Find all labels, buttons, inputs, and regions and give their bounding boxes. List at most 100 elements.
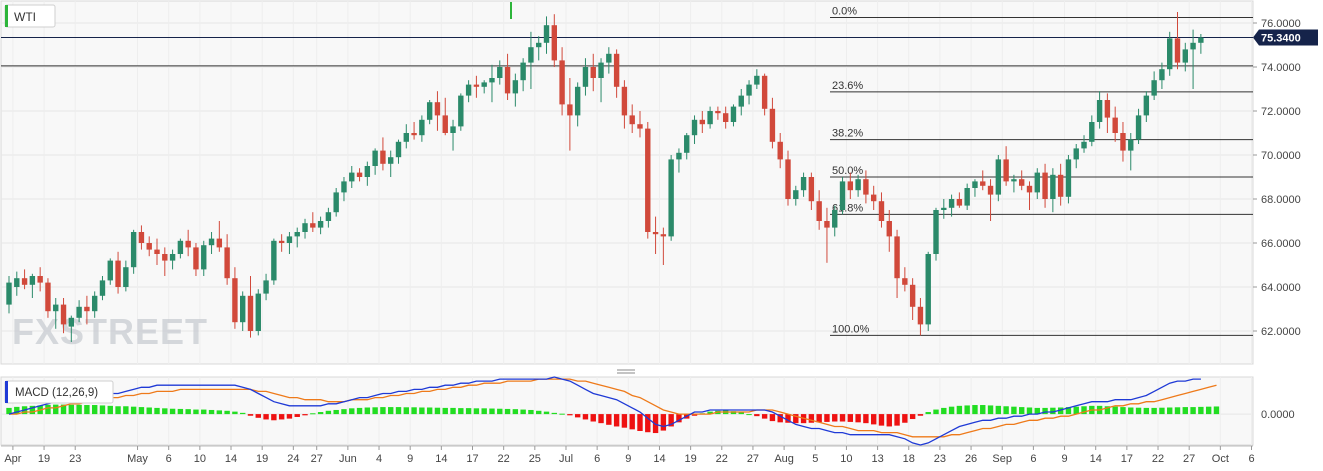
candle — [434, 91, 441, 131]
candle — [839, 177, 846, 215]
candle-body — [878, 201, 885, 221]
macd-histogram-bar — [676, 414, 682, 423]
macd-histogram-bar — [551, 412, 557, 415]
candle — [715, 106, 721, 120]
candle — [349, 166, 355, 188]
candle-body — [863, 179, 869, 195]
date-tick-label: Oct — [1212, 453, 1229, 465]
macd-histogram-bar — [123, 406, 129, 415]
date-tick-label: Aug — [774, 453, 794, 465]
price-tick-label: 76.0000 — [1261, 18, 1301, 30]
candle-body — [590, 67, 596, 78]
candle-body — [99, 280, 106, 296]
date-tick-label: 23 — [69, 453, 81, 465]
date-tick-label: 22 — [716, 453, 728, 465]
candle — [6, 276, 12, 314]
candle — [676, 148, 682, 173]
candle-body — [473, 84, 480, 87]
candle-body — [1128, 139, 1134, 151]
macd-histogram-bar — [1003, 406, 1009, 415]
candle-body — [130, 232, 137, 268]
candle-body — [567, 104, 573, 116]
macd-histogram-bar — [761, 414, 768, 419]
macd-histogram-bar — [629, 414, 635, 430]
candle-body — [341, 181, 347, 193]
macd-histogram-bar — [785, 414, 791, 423]
price-axis[interactable]: 62.0000 64.0000 66.0000 68.0000 70.0000 72.00… — [1253, 18, 1301, 338]
candle-body — [559, 60, 565, 105]
macd-histogram-bar — [450, 407, 456, 415]
candle-body — [964, 188, 970, 206]
candle — [699, 111, 706, 133]
candle — [1120, 122, 1126, 162]
date-axis[interactable]: Apr 19 23 May 6 10 14 19 24 27 Jun 4 9 14 17 22 25 Jul 6 9 1… — [1, 445, 1255, 465]
price-tick-label: 64.0000 — [1261, 282, 1301, 294]
candle — [1151, 71, 1157, 100]
macd-histogram-bar — [520, 409, 526, 415]
date-tick-label: 27 — [747, 453, 759, 465]
candle-body — [21, 278, 28, 285]
macd-histogram-bar — [894, 414, 900, 426]
candle — [536, 36, 542, 61]
price-panel[interactable]: FXSTREET 0.0%23.6%38.2%50.0%61.8%100.0% … — [0, 0, 1318, 365]
date-tick-label: Apr — [4, 453, 21, 465]
candle-body — [1050, 174, 1056, 199]
macd-histogram-bar — [286, 414, 293, 419]
candle-body — [84, 306, 90, 312]
candle — [403, 124, 409, 149]
symbol-badge[interactable]: WTI — [4, 4, 56, 28]
candle — [730, 104, 737, 127]
date-tick-label: 19 — [256, 453, 268, 465]
macd-histogram-bar — [808, 414, 815, 423]
candle — [917, 298, 924, 336]
macd-histogram-bar — [707, 411, 713, 415]
watermark-text: FXSTREET — [12, 311, 208, 352]
macd-histogram-bar — [917, 414, 924, 416]
macd-histogram-bar — [987, 405, 994, 415]
candle — [925, 251, 931, 331]
macd-histogram-bar — [349, 408, 355, 415]
candle-body — [146, 243, 152, 250]
macd-histogram-bar — [1050, 407, 1056, 415]
candle — [1104, 93, 1111, 133]
macd-histogram-bar — [1011, 406, 1017, 415]
candle — [473, 75, 480, 98]
macd-histogram-bar — [1198, 406, 1204, 415]
candle-body — [808, 177, 815, 202]
candle-body — [777, 141, 783, 160]
candle — [863, 170, 869, 204]
candle — [255, 289, 261, 336]
candle-body — [458, 95, 464, 127]
macd-histogram-bar — [941, 407, 947, 415]
macd-histogram-bar — [637, 414, 643, 431]
macd-histogram-bar — [582, 414, 589, 420]
candle — [1073, 144, 1079, 169]
macd-histogram-bar — [364, 407, 371, 415]
candle — [224, 234, 230, 285]
macd-histogram-bar — [909, 414, 916, 420]
pane-resize-handle[interactable] — [617, 369, 635, 374]
macd-panel[interactable]: 0.0000 MACD (12,26,9) — [0, 376, 1295, 446]
candle-body — [450, 126, 456, 133]
candle-body — [754, 75, 760, 85]
candle-body — [177, 240, 184, 254]
macd-histogram-bar — [1174, 407, 1181, 415]
candle-body — [551, 25, 557, 61]
candle — [1019, 170, 1025, 191]
candle-body — [1104, 100, 1111, 118]
candle-body — [356, 172, 363, 177]
candle — [411, 122, 417, 140]
candle-body — [598, 62, 604, 78]
candle-body — [208, 238, 215, 246]
candle — [356, 168, 363, 182]
macd-title-badge[interactable]: MACD (12,26,9) — [4, 380, 114, 404]
candle — [808, 172, 815, 210]
candle — [263, 273, 269, 301]
candle-body — [894, 236, 900, 279]
candle — [395, 139, 402, 164]
candle-body — [933, 210, 939, 254]
macd-histogram-bar — [6, 407, 12, 415]
candle — [185, 229, 191, 257]
macd-histogram-bar — [271, 414, 277, 421]
macd-histogram-bar — [590, 414, 596, 422]
